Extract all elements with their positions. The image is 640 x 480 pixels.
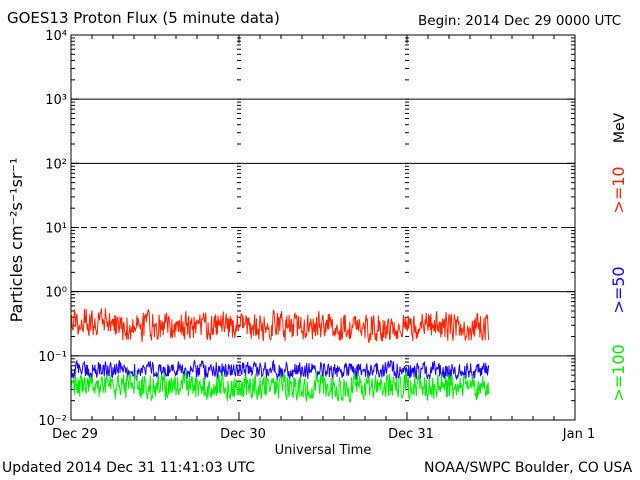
x-axis-label: Universal Time (275, 443, 372, 458)
y-tick-label: 10³ (45, 93, 67, 108)
y-axis-label: Particles cm⁻²s⁻¹sr⁻¹ (7, 158, 26, 323)
plot-frame (70, 34, 576, 421)
x-tick-label: Dec 31 (388, 427, 434, 442)
series-line-0 (70, 308, 490, 344)
y-tick-label: 10⁴ (45, 29, 67, 44)
x-tick-label: Dec 29 (52, 427, 98, 442)
y-tick-label: 10⁻² (38, 414, 67, 429)
source-credit: NOAA/SWPC Boulder, CO USA (424, 460, 633, 476)
begin-time-label: Begin: 2014 Dec 29 0000 UTC (418, 13, 622, 29)
energy-unit-label: MeV (612, 112, 628, 143)
axis-labels: 10⁻² 10⁻¹ 10⁰ 10¹ 10² 10³ 10⁴ Dec 29 Dec 30 Dec 3… (38, 29, 595, 442)
legend-p10-label: >=10 (609, 166, 628, 213)
y-tick-label: 10⁻¹ (38, 350, 67, 365)
x-tick-label: Jan 1 (562, 427, 595, 442)
legend-p100-label: >=100 (609, 344, 628, 401)
x-tick-label: Dec 30 (220, 427, 266, 442)
grid-lines (71, 98, 575, 357)
y-tick-label: 10⁰ (45, 286, 67, 301)
series-lines (70, 308, 490, 403)
updated-timestamp: Updated 2014 Dec 31 11:41:03 UTC (2, 460, 256, 476)
series-line-2 (70, 371, 490, 403)
legend-p50-label: >=50 (609, 266, 628, 313)
chart-title: GOES13 Proton Flux (5 minute data) (7, 9, 280, 27)
y-tick-label: 10¹ (45, 222, 67, 237)
y-tick-label: 10² (45, 157, 67, 172)
